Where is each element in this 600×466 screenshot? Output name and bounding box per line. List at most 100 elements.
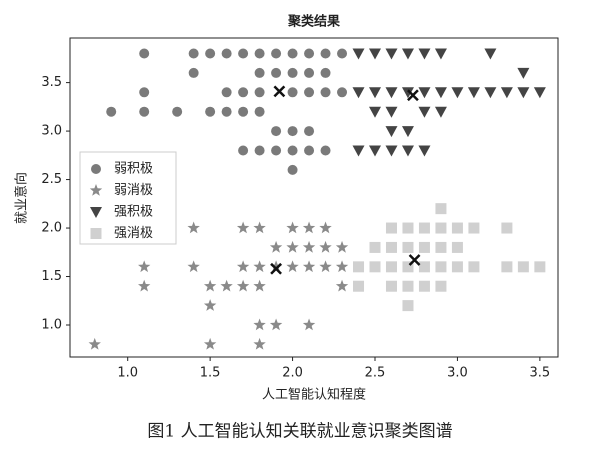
point (353, 261, 365, 273)
x-tick-label: 3.0 (447, 366, 468, 381)
point (369, 241, 381, 253)
point (319, 221, 332, 234)
point (418, 280, 430, 292)
point (435, 261, 447, 273)
point (236, 221, 250, 234)
point (352, 87, 365, 99)
y-tick-label: 2.5 (41, 172, 62, 187)
point (304, 48, 315, 59)
point (238, 87, 249, 98)
point (286, 240, 299, 253)
point (402, 241, 414, 253)
x-tick-label: 3.5 (530, 366, 551, 381)
point (418, 261, 430, 273)
point (534, 261, 546, 273)
point (385, 106, 398, 118)
point (501, 261, 513, 273)
point (401, 145, 414, 157)
point (335, 279, 349, 292)
point (238, 145, 249, 156)
point (238, 48, 249, 59)
point (203, 279, 217, 292)
point (533, 87, 546, 99)
point (172, 106, 183, 117)
point (402, 280, 414, 292)
legend-marker (90, 228, 102, 239)
point (286, 221, 299, 234)
point (304, 145, 315, 156)
point (203, 299, 217, 311)
point (402, 222, 414, 234)
point (319, 240, 332, 253)
x-tick-label: 1.5 (200, 366, 221, 381)
point (287, 67, 298, 78)
point (352, 145, 365, 157)
point (353, 280, 365, 292)
cluster-center (407, 89, 419, 102)
point (369, 48, 381, 60)
legend-marker (89, 184, 103, 196)
point (418, 222, 430, 234)
plot-frame (69, 37, 559, 358)
point (320, 87, 331, 98)
point (451, 222, 463, 234)
point (320, 67, 331, 78)
point (467, 87, 480, 99)
legend-label: 强消极 (114, 226, 153, 241)
x-tick-label: 2.0 (282, 366, 303, 381)
point (517, 261, 529, 273)
legend-label: 弱积极 (114, 162, 153, 177)
point (139, 106, 150, 117)
point (484, 87, 497, 99)
point (369, 145, 381, 157)
point (205, 106, 216, 117)
point (269, 318, 283, 331)
point (271, 145, 282, 156)
point (302, 318, 316, 331)
point (205, 48, 216, 59)
point (221, 87, 232, 98)
point (253, 279, 266, 292)
point (88, 337, 101, 350)
point (254, 67, 265, 78)
point (188, 67, 199, 78)
point (302, 240, 316, 253)
point (304, 67, 315, 78)
point (271, 126, 282, 137)
point (385, 145, 398, 157)
point (385, 261, 397, 273)
point (418, 241, 430, 253)
y-axis-label: 就业意向 (14, 172, 30, 224)
x-tick-label: 1.0 (117, 366, 138, 381)
point (435, 280, 447, 292)
point (337, 87, 348, 98)
point (138, 260, 151, 273)
point (269, 240, 283, 253)
point (254, 87, 265, 98)
point (451, 87, 464, 99)
point (517, 87, 530, 99)
point (106, 106, 117, 117)
y-tick-label: 3.5 (41, 75, 62, 90)
cluster-center (270, 262, 282, 275)
point (369, 261, 381, 273)
point (304, 126, 315, 137)
point (286, 260, 299, 273)
x-tick-label: 2.5 (365, 366, 386, 381)
point (418, 48, 431, 60)
point (435, 222, 447, 234)
legend-label: 强积极 (114, 205, 153, 220)
point (287, 87, 298, 98)
cluster-center (408, 254, 421, 266)
point (187, 221, 200, 234)
point (287, 48, 298, 59)
point (435, 203, 447, 215)
point (385, 126, 398, 138)
point (188, 48, 199, 59)
point (236, 279, 250, 292)
point (253, 318, 266, 331)
point (320, 48, 331, 59)
point (287, 164, 298, 175)
point (138, 279, 151, 292)
